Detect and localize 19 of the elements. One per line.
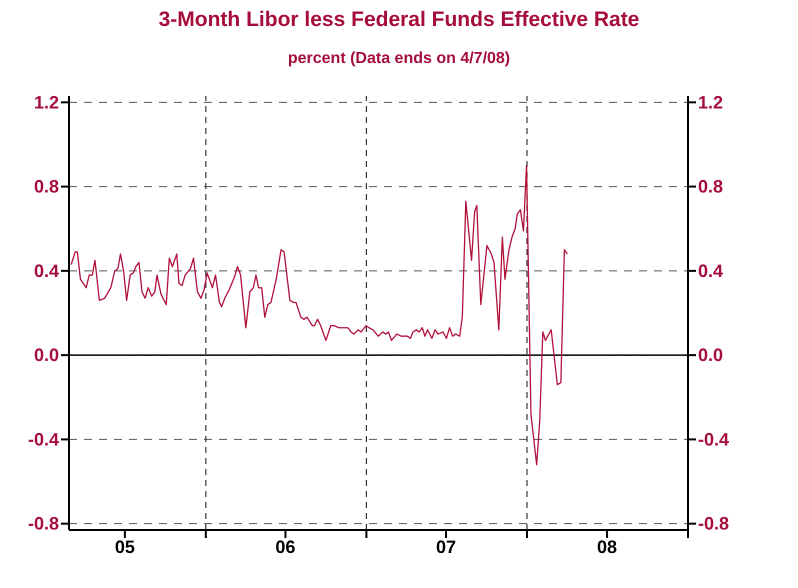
y2-tick-label: -0.4	[698, 429, 730, 450]
y-tick-label: -0.4	[28, 429, 59, 450]
line-series	[70, 164, 568, 466]
y-tick-label: 0.4	[34, 260, 59, 281]
y2-tick-label: 0.0	[698, 345, 724, 366]
y2-tick-label: 1.2	[698, 92, 724, 112]
x-tick-label: 06	[275, 536, 296, 557]
chart-subtitle: percent (Data ends on 4/7/08)	[286, 50, 512, 68]
y-tick-label: -0.8	[28, 514, 59, 534]
y2-tick-label: 0.8	[698, 176, 724, 197]
y-tick-label: 0.0	[34, 345, 59, 366]
x-tick-label: 08	[597, 536, 618, 557]
y2-tick-label: 0.4	[698, 260, 724, 281]
y-tick-label: 1.2	[34, 92, 59, 112]
x-tick-label: 05	[114, 536, 135, 557]
chart-title: 3-Month Libor less Federal Funds Effective Rate	[158, 8, 640, 32]
y-tick-label: 0.8	[34, 176, 59, 197]
y2-tick-label: -0.8	[698, 514, 730, 534]
x-tick-label: 07	[436, 536, 456, 557]
